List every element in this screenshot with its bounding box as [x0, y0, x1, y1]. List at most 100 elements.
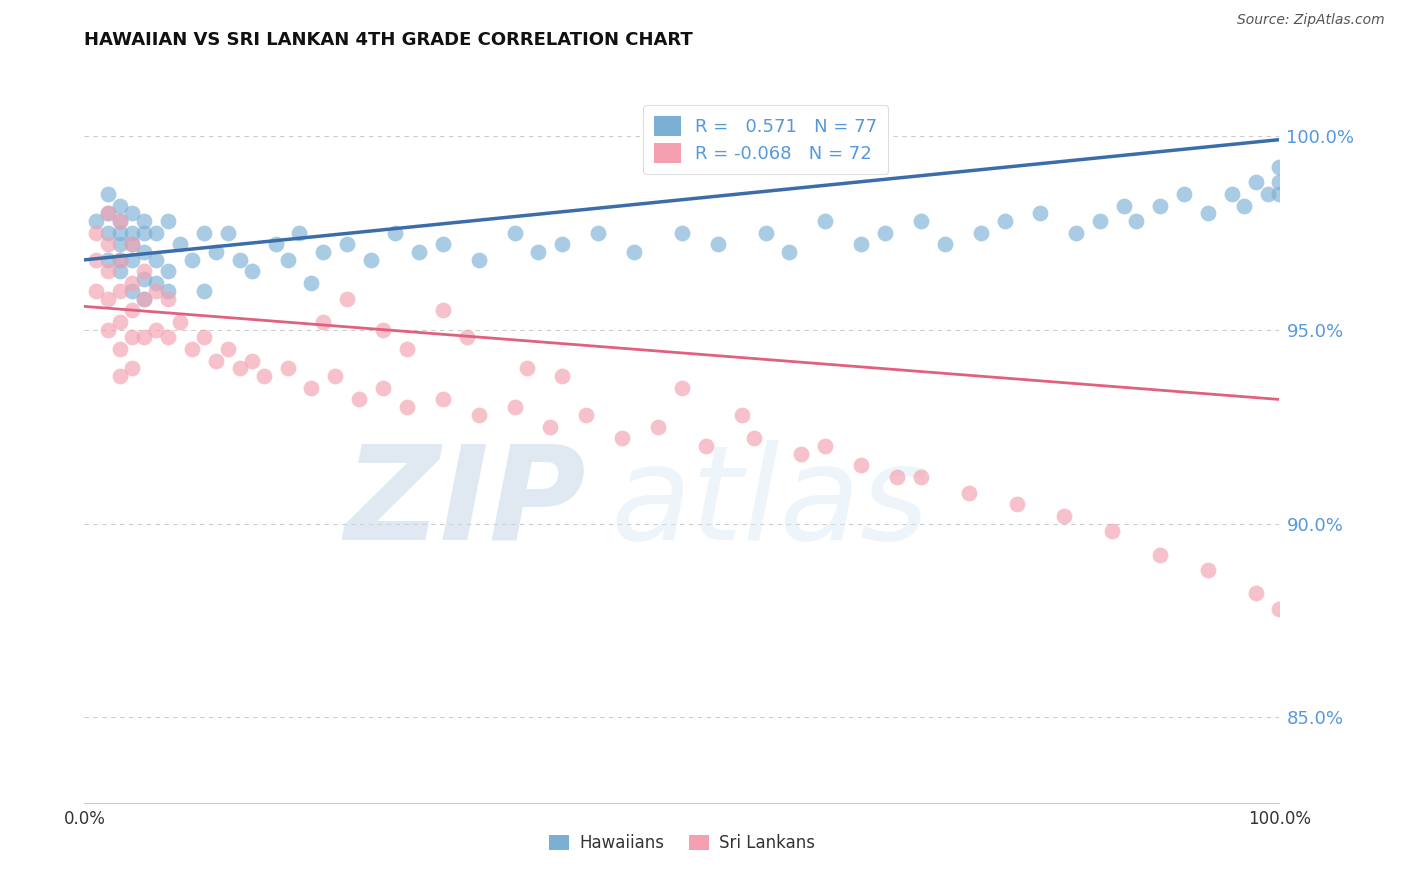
Text: atlas: atlas	[610, 440, 929, 566]
Point	[301, 276, 323, 290]
Point	[1268, 175, 1291, 189]
Point	[396, 401, 419, 415]
Point	[97, 323, 120, 337]
Point	[910, 214, 932, 228]
Point	[193, 226, 215, 240]
Point	[1114, 198, 1136, 212]
Point	[1220, 186, 1243, 201]
Point	[1197, 563, 1219, 577]
Point	[110, 252, 132, 267]
Point	[755, 226, 778, 240]
Point	[408, 245, 430, 260]
Legend: R =   0.571   N = 77, R = -0.068   N = 72: R = 0.571 N = 77, R = -0.068 N = 72	[643, 105, 889, 174]
Point	[110, 214, 132, 228]
Point	[312, 245, 335, 260]
Point	[229, 361, 252, 376]
Point	[1268, 160, 1291, 174]
Point	[110, 198, 132, 212]
Point	[157, 330, 180, 344]
Point	[373, 323, 395, 337]
Point	[301, 381, 323, 395]
Point	[527, 245, 550, 260]
Point	[132, 292, 156, 306]
Point	[336, 237, 359, 252]
Point	[86, 226, 108, 240]
Point	[157, 214, 180, 228]
Point	[1029, 206, 1052, 220]
Point	[193, 284, 215, 298]
Point	[110, 252, 132, 267]
Point	[277, 361, 299, 376]
Point	[671, 381, 693, 395]
Point	[132, 272, 156, 286]
Point	[110, 237, 132, 252]
Point	[157, 284, 180, 298]
Point	[110, 284, 132, 298]
Point	[373, 381, 395, 395]
Point	[145, 284, 167, 298]
Point	[325, 369, 347, 384]
Point	[994, 214, 1017, 228]
Point	[253, 369, 276, 384]
Point	[970, 226, 993, 240]
Point	[432, 237, 454, 252]
Point	[110, 369, 132, 384]
Point	[121, 284, 143, 298]
Point	[97, 206, 120, 220]
Point	[121, 303, 143, 318]
Point	[468, 408, 491, 422]
Point	[132, 264, 156, 278]
Point	[97, 292, 120, 306]
Point	[516, 361, 538, 376]
Point	[540, 419, 562, 434]
Point	[181, 342, 204, 356]
Text: Source: ZipAtlas.com: Source: ZipAtlas.com	[1237, 13, 1385, 28]
Point	[145, 323, 167, 337]
Point	[588, 226, 610, 240]
Point	[145, 226, 167, 240]
Point	[551, 369, 574, 384]
Point	[1053, 508, 1076, 523]
Point	[132, 292, 156, 306]
Point	[432, 392, 454, 407]
Point	[671, 226, 693, 240]
Point	[121, 361, 143, 376]
Point	[647, 419, 669, 434]
Point	[814, 214, 837, 228]
Point	[121, 226, 143, 240]
Point	[132, 330, 156, 344]
Point	[121, 237, 143, 252]
Point	[1268, 186, 1291, 201]
Point	[157, 292, 180, 306]
Point	[229, 252, 252, 267]
Point	[1244, 586, 1267, 600]
Point	[1173, 186, 1195, 201]
Point	[432, 303, 454, 318]
Point	[240, 353, 263, 368]
Point	[132, 214, 156, 228]
Point	[169, 237, 191, 252]
Point	[623, 245, 645, 260]
Point	[110, 264, 132, 278]
Point	[121, 330, 143, 344]
Point	[1257, 186, 1279, 201]
Point	[86, 284, 108, 298]
Point	[1066, 226, 1088, 240]
Point	[1005, 497, 1028, 511]
Point	[288, 226, 311, 240]
Point	[145, 252, 167, 267]
Point	[1101, 524, 1123, 539]
Point	[205, 245, 228, 260]
Point	[110, 315, 132, 329]
Point	[396, 342, 419, 356]
Point	[121, 276, 143, 290]
Point	[97, 252, 120, 267]
Point	[695, 439, 717, 453]
Point	[851, 237, 873, 252]
Point	[707, 237, 730, 252]
Point	[875, 226, 897, 240]
Point	[97, 264, 120, 278]
Point	[205, 353, 228, 368]
Point	[97, 206, 120, 220]
Point	[779, 245, 801, 260]
